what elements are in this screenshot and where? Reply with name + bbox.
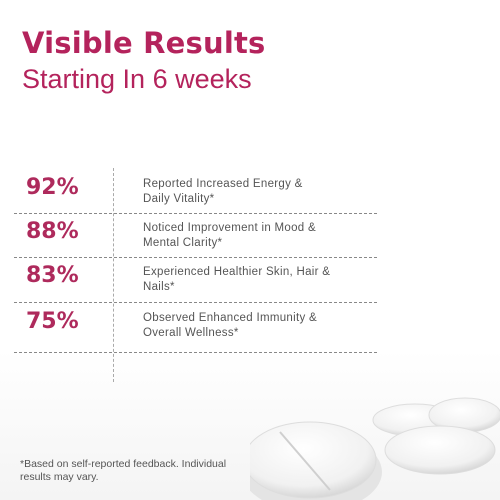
separator (14, 302, 377, 303)
description-line: Nails* (143, 281, 175, 293)
description-line: Reported Increased Energy & (143, 178, 303, 190)
stat-row: 83% Experienced Healthier Skin, Hair & Nai… (14, 260, 377, 300)
title: Visible Results (22, 26, 266, 60)
separator (14, 257, 377, 258)
separator (14, 213, 377, 214)
stat-description: Noticed Improvement in Mood & Mental Clar… (143, 221, 316, 251)
separator (14, 352, 377, 353)
stat-description: Observed Enhanced Immunity & Overall Well… (143, 311, 317, 341)
description-line: Experienced Healthier Skin, Hair & (143, 266, 331, 278)
description-line: Mental Clarity* (143, 237, 223, 249)
stat-row: 75% Observed Enhanced Immunity & Overall W… (14, 306, 377, 346)
stat-description: Experienced Healthier Skin, Hair & Nails* (143, 265, 330, 295)
description-line: Observed Enhanced Immunity & (143, 312, 317, 324)
stat-value: 83% (26, 263, 79, 288)
footnote-line: *Based on self-reported feedback. Indivi… (20, 458, 227, 470)
description-line: Noticed Improvement in Mood & (143, 222, 316, 234)
footnote-line: results may vary. (20, 471, 99, 483)
stat-row: 88% Noticed Improvement in Mood & Mental C… (14, 216, 377, 256)
stat-value: 92% (26, 175, 79, 200)
pills-image (250, 397, 500, 500)
subtitle: Starting In 6 weeks (22, 64, 252, 94)
stat-row: 92% Reported Increased Energy & Daily Vita… (14, 172, 377, 212)
stat-description: Reported Increased Energy & Daily Vitalit… (143, 177, 303, 207)
description-line: Overall Wellness* (143, 327, 239, 339)
stat-value: 75% (26, 309, 79, 334)
description-line: Daily Vitality* (143, 193, 215, 205)
stat-value: 88% (26, 219, 79, 244)
divider (113, 168, 114, 382)
footnote: *Based on self-reported feedback. Indivi… (20, 458, 226, 484)
